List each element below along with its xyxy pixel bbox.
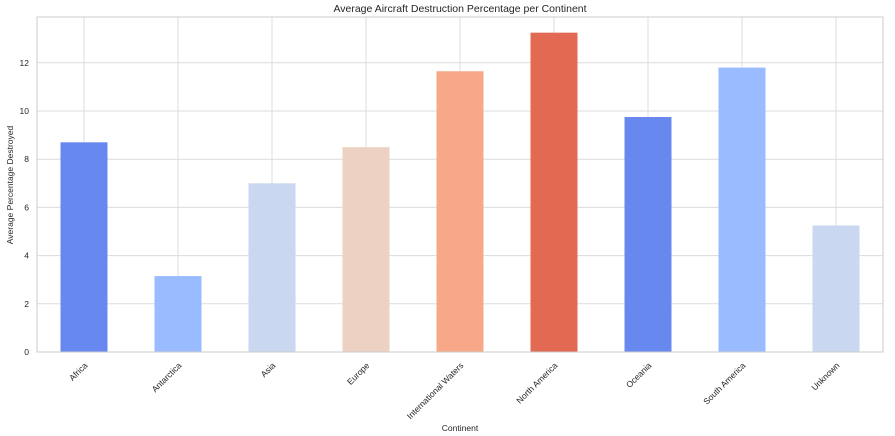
y-tick-label: 6 bbox=[24, 202, 29, 212]
bar-south-america bbox=[718, 67, 766, 352]
bars bbox=[60, 32, 860, 353]
y-axis-label: Average Percentage Destroyed bbox=[5, 126, 15, 245]
bar-north-america bbox=[530, 32, 578, 352]
bar-international-waters bbox=[436, 71, 484, 352]
y-tick-label: 0 bbox=[24, 347, 29, 357]
plot-frame bbox=[36, 16, 884, 353]
bar-oceania bbox=[624, 117, 672, 353]
y-tick-label: 8 bbox=[24, 154, 29, 164]
y-tick-label: 10 bbox=[20, 106, 30, 116]
y-tick-label: 2 bbox=[24, 299, 29, 309]
bar-europe bbox=[342, 147, 390, 352]
y-tick-label: 12 bbox=[20, 58, 30, 68]
y-tick-labels: 0 2 4 6 8 10 12 bbox=[20, 58, 30, 357]
y-tick-label: 4 bbox=[24, 251, 29, 261]
bar-unknown bbox=[812, 225, 860, 352]
chart-title: Average Aircraft Destruction Percentage … bbox=[333, 3, 586, 15]
x-axis-label: Continent bbox=[442, 423, 479, 433]
bar-antarctica bbox=[154, 276, 202, 352]
bar-asia bbox=[248, 183, 296, 352]
bar-africa bbox=[60, 142, 108, 352]
